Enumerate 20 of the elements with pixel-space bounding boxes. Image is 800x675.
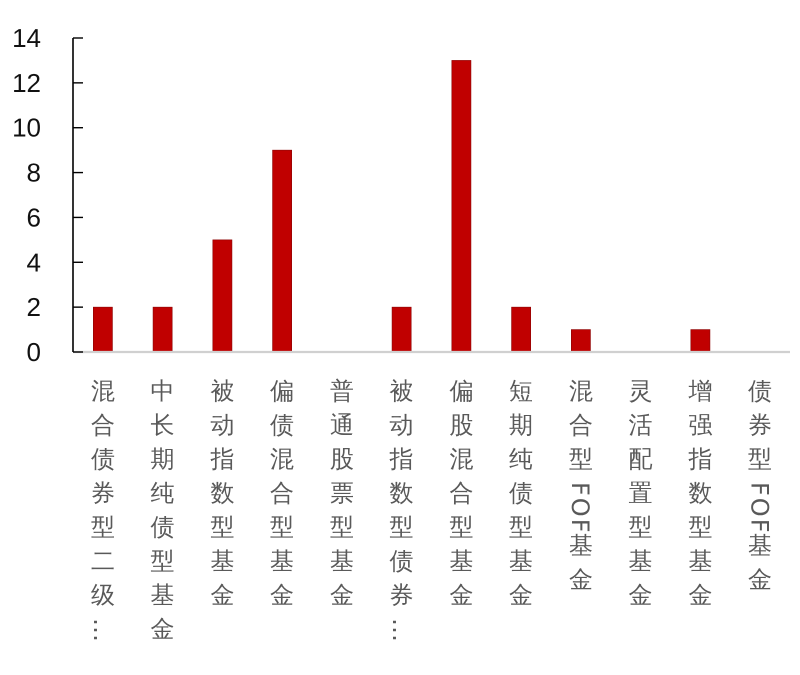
x-tick-label: 混合债券型二级… xyxy=(88,377,116,642)
x-tick-label: 被动指数型基金 xyxy=(209,377,234,610)
x-tick-label: 灵活配置型基金 xyxy=(628,377,653,610)
x-tick-label: 债券型FOF基金 xyxy=(745,377,774,594)
y-tick-label: 6 xyxy=(26,202,41,232)
x-tick-label: 偏股混合型基金 xyxy=(449,377,474,610)
x-tick-label: 增强指数型基金 xyxy=(687,377,712,610)
y-tick-label: 12 xyxy=(12,68,41,98)
x-tick-label: 中长期纯债型基金 xyxy=(150,377,175,644)
y-tick-label: 0 xyxy=(26,337,41,367)
x-tick-label: 混合型FOF基金 xyxy=(566,377,594,594)
y-tick-label: 4 xyxy=(26,247,41,278)
x-tick-label: 偏债混合型基金 xyxy=(270,377,294,610)
y-tick-label: 8 xyxy=(26,158,41,188)
y-tick-label: 2 xyxy=(26,292,41,322)
y-tick-label: 10 xyxy=(12,112,41,143)
x-tick-label: 被动指数型债券… xyxy=(386,377,415,642)
y-tick-label: 14 xyxy=(12,23,41,53)
x-tick-label: 普通股票型基金 xyxy=(330,377,354,610)
x-tick-label: 短期纯债型基金 xyxy=(509,377,534,610)
